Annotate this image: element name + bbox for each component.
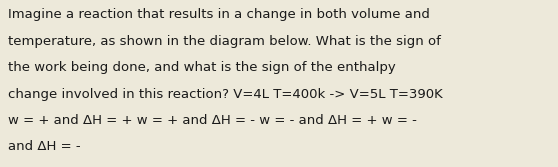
Text: temperature, as shown in the diagram below. What is the sign of: temperature, as shown in the diagram bel… xyxy=(8,35,441,48)
Text: w = + and ΔH = + w = + and ΔH = - w = - and ΔH = + w = -: w = + and ΔH = + w = + and ΔH = - w = - … xyxy=(8,114,417,127)
Text: change involved in this reaction? V=4L T=400k -> V=5L T=390K: change involved in this reaction? V=4L T… xyxy=(8,88,443,101)
Text: Imagine a reaction that results in a change in both volume and: Imagine a reaction that results in a cha… xyxy=(8,8,430,21)
Text: the work being done, and what is the sign of the enthalpy: the work being done, and what is the sig… xyxy=(8,61,396,74)
Text: and ΔH = -: and ΔH = - xyxy=(8,140,81,153)
